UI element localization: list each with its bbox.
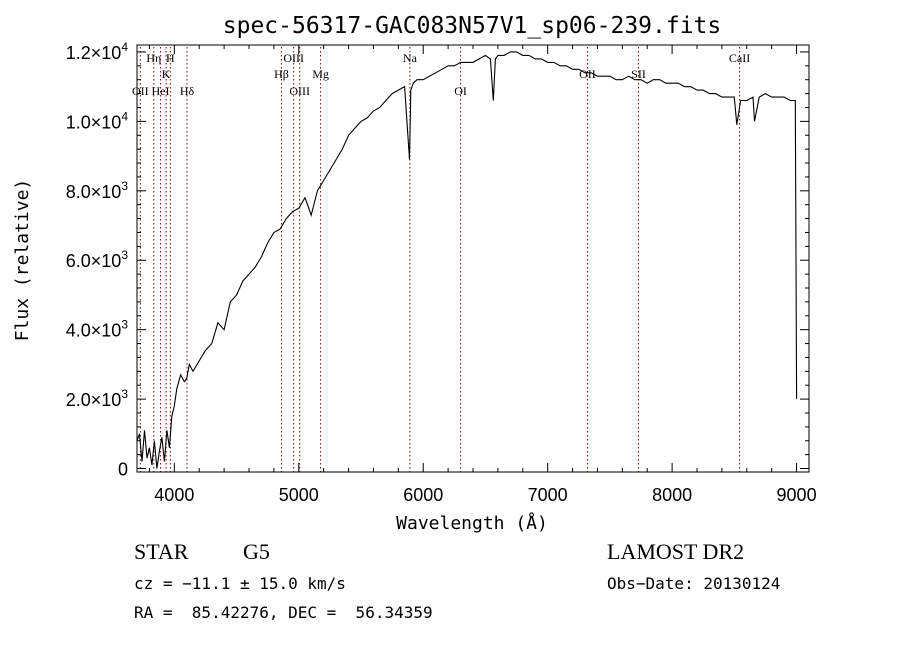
survey-name: LAMOST DR2 (607, 539, 745, 564)
spectral-line-label-0: OII (132, 84, 149, 98)
spectral-line-label-4: H (166, 51, 175, 65)
spectral-line-label-13: SII (631, 67, 646, 81)
y-tick-label: 2.0×103 (66, 387, 129, 410)
spectral-line-label-6: Hβ (274, 67, 289, 81)
spectral-line-label-11: OI (454, 84, 467, 98)
spectral-line-label-1: Hη (146, 51, 161, 65)
spectral-line-label-3: K (162, 67, 171, 81)
y-tick-label: 4.0×103 (66, 318, 129, 341)
object-subclass: G5 (243, 539, 270, 564)
x-tick-label: 7000 (528, 485, 568, 505)
chart-title: spec-56317-GAC083N57V1_sp06-239.fits (223, 13, 722, 39)
x-tick-label: 5000 (279, 485, 319, 505)
spectral-line-label-7: OIII (283, 51, 304, 65)
x-axis-ticks: 4000 5000 6000 7000 8000 9000 (148, 45, 817, 505)
spectrum-line (136, 51, 798, 469)
y-tick-label: 0 (118, 460, 128, 480)
redshift-cz: cz = −11.1 ± 15.0 km/s (134, 574, 346, 593)
y-tick-label: 1.2×104 (66, 40, 129, 63)
x-axis-label: Wavelength (Å) (396, 512, 548, 534)
x-tick-label: 9000 (777, 485, 817, 505)
x-tick-label: 8000 (652, 485, 692, 505)
y-axis-ticks: 0 2.0×103 4.0×103 6.0×103 8.0×103 1.0×104 1.2×… (66, 40, 809, 480)
spectral-line-label-14: CaII (729, 51, 750, 65)
x-tick-label: 6000 (403, 485, 443, 505)
y-tick-label: 1.0×104 (66, 109, 129, 132)
y-tick-label: 6.0×103 (66, 248, 129, 271)
y-tick-label: 8.0×103 (66, 179, 129, 202)
y-axis-label: Flux (relative) (12, 179, 33, 342)
plot-frame (136, 44, 810, 473)
spectral-line-label-5: Hδ (180, 84, 195, 98)
object-class: STAR (134, 539, 189, 564)
spectral-line-label-12: OII (579, 67, 596, 81)
coordinates: RA = 85.42276, DEC = 56.34359 (134, 603, 433, 622)
spectral-line-label-8: OIII (289, 84, 310, 98)
observation-date: Obs−Date: 20130124 (607, 574, 781, 593)
x-tick-label: 4000 (154, 485, 194, 505)
spectral-line-label-10: Na (403, 51, 418, 65)
spectral-line-label-2: HeI (152, 84, 170, 98)
spectral-line-label-9: Mg (312, 67, 329, 81)
